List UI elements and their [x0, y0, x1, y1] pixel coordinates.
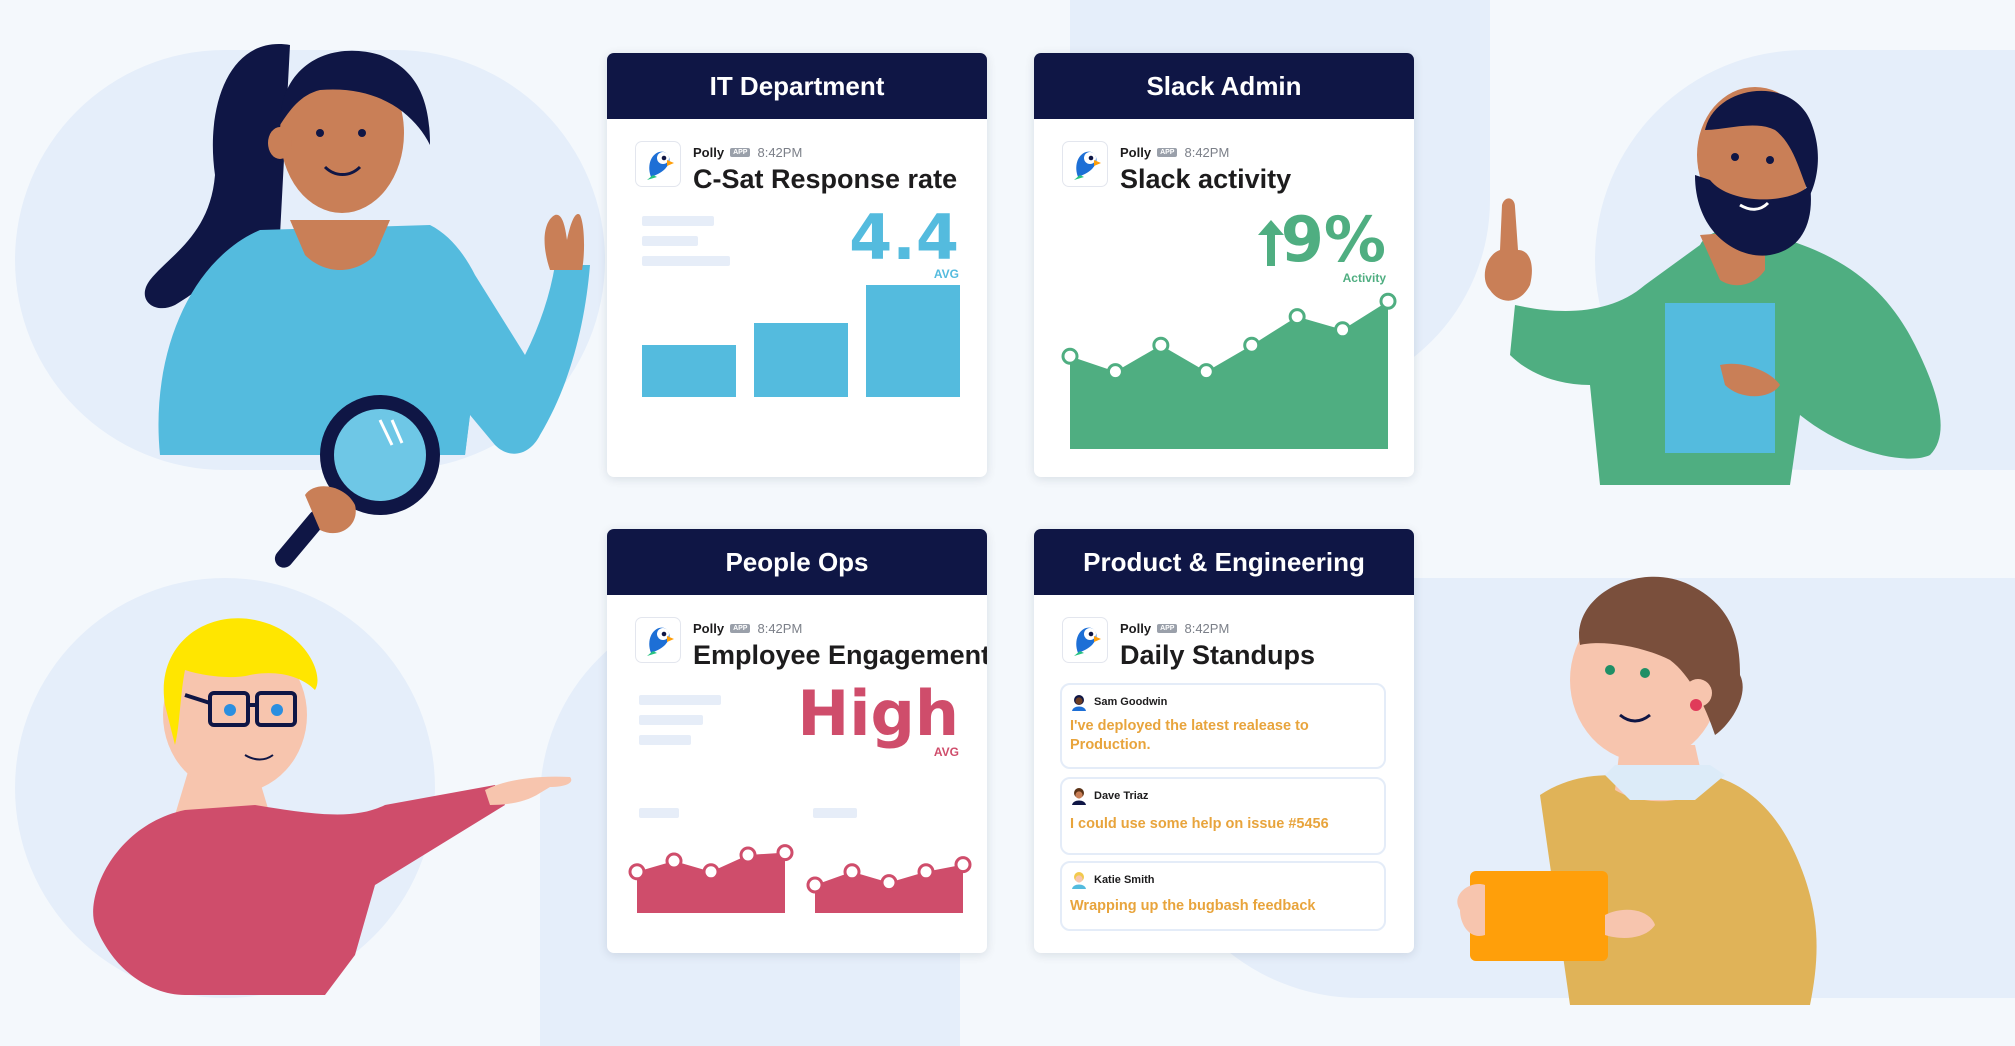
- message-meta: Polly APP 8:42PM Daily Standups: [1062, 617, 1315, 671]
- data-point: [1243, 336, 1261, 354]
- message-author: Sam Goodwin: [1094, 696, 1168, 708]
- card-title: Daily Standups: [1120, 640, 1316, 670]
- big-value: High: [797, 677, 959, 750]
- user-avatar-icon: [1072, 788, 1086, 805]
- timestamp: 8:42PM: [1184, 144, 1230, 160]
- app-name: Polly: [693, 620, 725, 636]
- data-point: [1106, 363, 1124, 381]
- timestamp: 8:42PM: [757, 620, 803, 636]
- card-people-ops: People Ops Polly APP 8:42PM Employee Engag…: [607, 529, 987, 953]
- polly-parrot-icon: [635, 617, 681, 663]
- card-header: Slack Admin: [1034, 53, 1414, 119]
- user-avatar-icon: [1072, 695, 1086, 711]
- message-text: Wrapping up the bugbash feedback: [1070, 898, 1316, 914]
- data-point: [1379, 292, 1397, 310]
- card-title: Slack activity: [1120, 164, 1292, 194]
- polly-parrot-icon: [635, 141, 681, 187]
- card-title: Employee Engagement: [693, 640, 987, 670]
- polly-parrot-icon: [1062, 617, 1108, 663]
- arrow-up-icon: [1258, 220, 1284, 266]
- skeleton-line: [639, 715, 703, 725]
- user-avatar-icon: [1072, 872, 1086, 889]
- data-point: [1061, 347, 1079, 365]
- data-point: [917, 863, 935, 881]
- data-point: [776, 844, 794, 862]
- card-product-engineering: Product & Engineering Polly APP 8:42PM Dai…: [1034, 529, 1414, 953]
- data-point: [1288, 308, 1306, 326]
- timestamp: 8:42PM: [757, 144, 803, 160]
- data-point: [843, 863, 861, 881]
- big-value: 9%: [1280, 203, 1386, 276]
- value-label: Activity: [1342, 271, 1386, 285]
- message-meta: Polly APP 8:42PM C-Sat Response rate: [635, 141, 957, 195]
- app-name: Polly: [1120, 144, 1152, 160]
- app-badge: APP: [1157, 623, 1178, 633]
- app-badge: APP: [730, 623, 751, 633]
- message-meta: Polly APP 8:42PM Slack activity: [1062, 141, 1291, 195]
- app-name: Polly: [1120, 620, 1152, 636]
- skeleton-line: [642, 256, 730, 266]
- data-point: [954, 856, 972, 874]
- data-point: [739, 846, 757, 864]
- message-text: I could use some help on issue #5456: [1070, 816, 1329, 832]
- person-with-glasses-illustration: [93, 618, 572, 995]
- message-author: Dave Triaz: [1094, 790, 1149, 802]
- message-meta: Polly APP 8:42PM Employee Engagement: [635, 617, 987, 671]
- standup-message: Dave Triaz I could use some help on issu…: [1060, 777, 1386, 855]
- data-point: [806, 876, 824, 894]
- data-point: [665, 852, 683, 870]
- value-label: AVG: [933, 267, 959, 281]
- standup-message: Katie Smith Wrapping up the bugbash feed…: [1060, 861, 1386, 931]
- data-point: [1334, 321, 1352, 339]
- data-point: [702, 863, 720, 881]
- app-badge: APP: [730, 147, 751, 157]
- card-title: C-Sat Response rate: [693, 164, 958, 194]
- skeleton-line: [639, 695, 721, 705]
- data-point: [1152, 336, 1170, 354]
- card-header: Product & Engineering: [1034, 529, 1414, 595]
- chart-bar: [866, 285, 960, 397]
- message-text: I've deployed the latest realease to Pro…: [1070, 718, 1309, 753]
- card-it-department: IT Department Polly APP 8:42PM C-Sat Respo…: [607, 53, 987, 477]
- person-with-tablet-illustration: [1457, 576, 1817, 1005]
- data-point: [628, 863, 646, 881]
- skeleton-line: [813, 808, 857, 818]
- data-point: [880, 874, 898, 892]
- skeleton-line: [639, 735, 691, 745]
- card-header: People Ops: [607, 529, 987, 595]
- chart-bar: [642, 345, 736, 397]
- bearded-man-thumbs-up-illustration: [1484, 87, 1941, 485]
- app-badge: APP: [1157, 147, 1178, 157]
- area-fill: [637, 852, 785, 913]
- card-slack-admin: Slack Admin Polly APP 8:42PM Slack activit…: [1034, 53, 1414, 477]
- skeleton-line: [642, 236, 698, 246]
- value-label: AVG: [933, 745, 959, 759]
- data-point: [1197, 363, 1215, 381]
- skeleton-line: [642, 216, 714, 226]
- big-value: 4.4: [849, 201, 959, 274]
- message-author: Katie Smith: [1094, 874, 1155, 886]
- area-fill: [1070, 301, 1388, 449]
- timestamp: 8:42PM: [1184, 620, 1230, 636]
- polly-parrot-icon: [1062, 141, 1108, 187]
- chart-bar: [754, 323, 848, 397]
- engagement-area-charts: [628, 844, 972, 913]
- standup-message: Sam Goodwin I've deployed the latest rea…: [1060, 683, 1386, 769]
- activity-area-chart: [1061, 292, 1397, 449]
- app-name: Polly: [693, 144, 725, 160]
- skeleton-line: [639, 808, 679, 818]
- woman-with-magnifier-illustration: [144, 44, 590, 568]
- card-header: IT Department: [607, 53, 987, 119]
